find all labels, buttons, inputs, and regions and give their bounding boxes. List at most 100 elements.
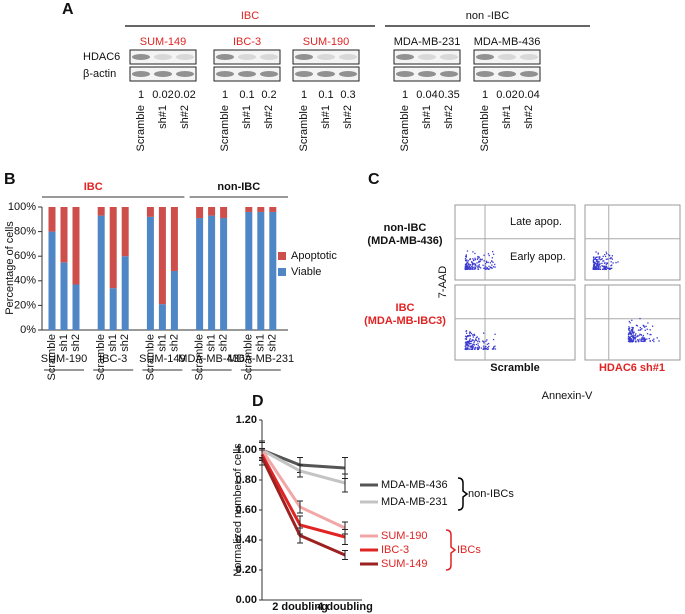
flow-dot: [610, 265, 612, 267]
flow-dot: [466, 259, 468, 261]
flow-dot: [468, 266, 471, 268]
lane-label: Scramble: [135, 105, 147, 151]
flow-dot: [465, 255, 467, 257]
flow-dot: [467, 344, 470, 347]
lane-label: sh#1: [421, 105, 433, 129]
flow-dot: [642, 338, 644, 341]
series-label: MDA-MB-231: [381, 496, 448, 508]
error-bar: [297, 527, 303, 544]
column-label: Scramble: [490, 362, 540, 374]
expression-value: 0.2: [261, 89, 276, 101]
flow-dot: [605, 264, 607, 266]
flow-dot: [595, 256, 598, 259]
row-label: HDAC6: [83, 51, 120, 63]
series-line: [261, 448, 346, 470]
flow-dot: [617, 261, 619, 263]
flow-dot: [469, 268, 472, 270]
flow-dot: [488, 254, 490, 257]
y-tick-label: 1.00: [236, 444, 257, 456]
expression-value: 0.1: [239, 89, 254, 101]
flow-dot: [464, 345, 466, 347]
flow-dot: [469, 331, 472, 333]
flow-dot: [597, 259, 599, 261]
blot-band: [339, 71, 357, 77]
flow-dot: [640, 328, 642, 331]
blot-band: [260, 71, 278, 77]
flow-dot: [594, 262, 596, 264]
flow-dot: [470, 348, 473, 350]
blot-band: [418, 54, 436, 60]
flow-dot: [605, 266, 608, 269]
legend-swatch: [278, 252, 286, 260]
bar-segment: [72, 207, 80, 285]
flow-dot: [466, 250, 469, 252]
expression-value: 0.3: [340, 89, 355, 101]
expression-value: 0.04: [416, 89, 437, 101]
flow-dot: [595, 251, 597, 253]
flow-dot: [598, 261, 600, 263]
x-tick-label: sh2: [218, 334, 230, 352]
flow-dot: [604, 268, 606, 270]
flow-dot: [468, 339, 471, 341]
flow-dot: [479, 260, 481, 263]
blot-band: [154, 71, 172, 77]
flow-dot: [472, 343, 475, 346]
y-tick-label: 1.20: [236, 414, 257, 426]
flow-dot: [482, 264, 484, 266]
flow-dot: [607, 258, 609, 260]
flow-dot: [609, 268, 611, 270]
flow-dot: [629, 330, 631, 332]
flow-dot: [473, 268, 476, 270]
column-label: HDAC6 sh#1: [599, 362, 665, 374]
bar-segment: [48, 207, 56, 232]
flow-dot: [485, 347, 487, 350]
bar-segment: [146, 207, 154, 217]
flow-dot: [493, 346, 495, 348]
flow-dot: [629, 337, 631, 339]
flow-dot: [477, 340, 479, 343]
flow-dot: [603, 265, 605, 267]
x-tick-label: sh1: [255, 334, 267, 352]
flow-dot: [638, 334, 640, 337]
x-axis-label: Annexin-V: [542, 390, 593, 402]
flow-dot: [476, 347, 478, 349]
flow-dot: [477, 343, 479, 345]
flow-dot: [631, 328, 633, 331]
y-tick-label: 80%: [14, 226, 36, 238]
bar-segment: [158, 207, 166, 305]
flow-dot: [468, 263, 470, 265]
flow-dot: [478, 341, 481, 343]
flow-dot: [603, 268, 605, 270]
flow-dot: [596, 263, 599, 265]
lane-label: Scramble: [298, 105, 310, 151]
flow-dot: [488, 265, 490, 267]
flow-dot: [485, 268, 487, 270]
flow-dot: [491, 260, 493, 263]
flow-dot: [486, 339, 488, 341]
flow-dot: [483, 260, 485, 262]
flow-dot: [630, 335, 632, 338]
flow-dot: [630, 340, 632, 342]
flow-dot: [477, 348, 479, 351]
x-tick-label: sh1: [107, 334, 119, 352]
flow-dot: [631, 335, 634, 337]
flow-dot: [494, 266, 496, 268]
flow-dot: [597, 252, 599, 254]
bar-segment: [245, 211, 253, 330]
flow-dot: [469, 268, 471, 271]
group-header: IBC: [241, 10, 259, 22]
flow-dot: [474, 347, 476, 349]
flow-dot: [482, 348, 484, 351]
blot-band: [476, 54, 494, 60]
flow-dot: [472, 268, 474, 271]
flow-dot: [632, 329, 634, 331]
panel-label: D: [252, 393, 264, 410]
flow-dot: [475, 339, 477, 341]
flow-dot: [629, 341, 631, 343]
y-tick-label: 20%: [14, 299, 36, 311]
flow-dot: [488, 345, 490, 348]
flow-dot: [474, 348, 476, 350]
flow-dot: [485, 348, 487, 350]
flow-dot: [646, 333, 649, 335]
sample-name: MDA-MB-231: [394, 36, 461, 48]
